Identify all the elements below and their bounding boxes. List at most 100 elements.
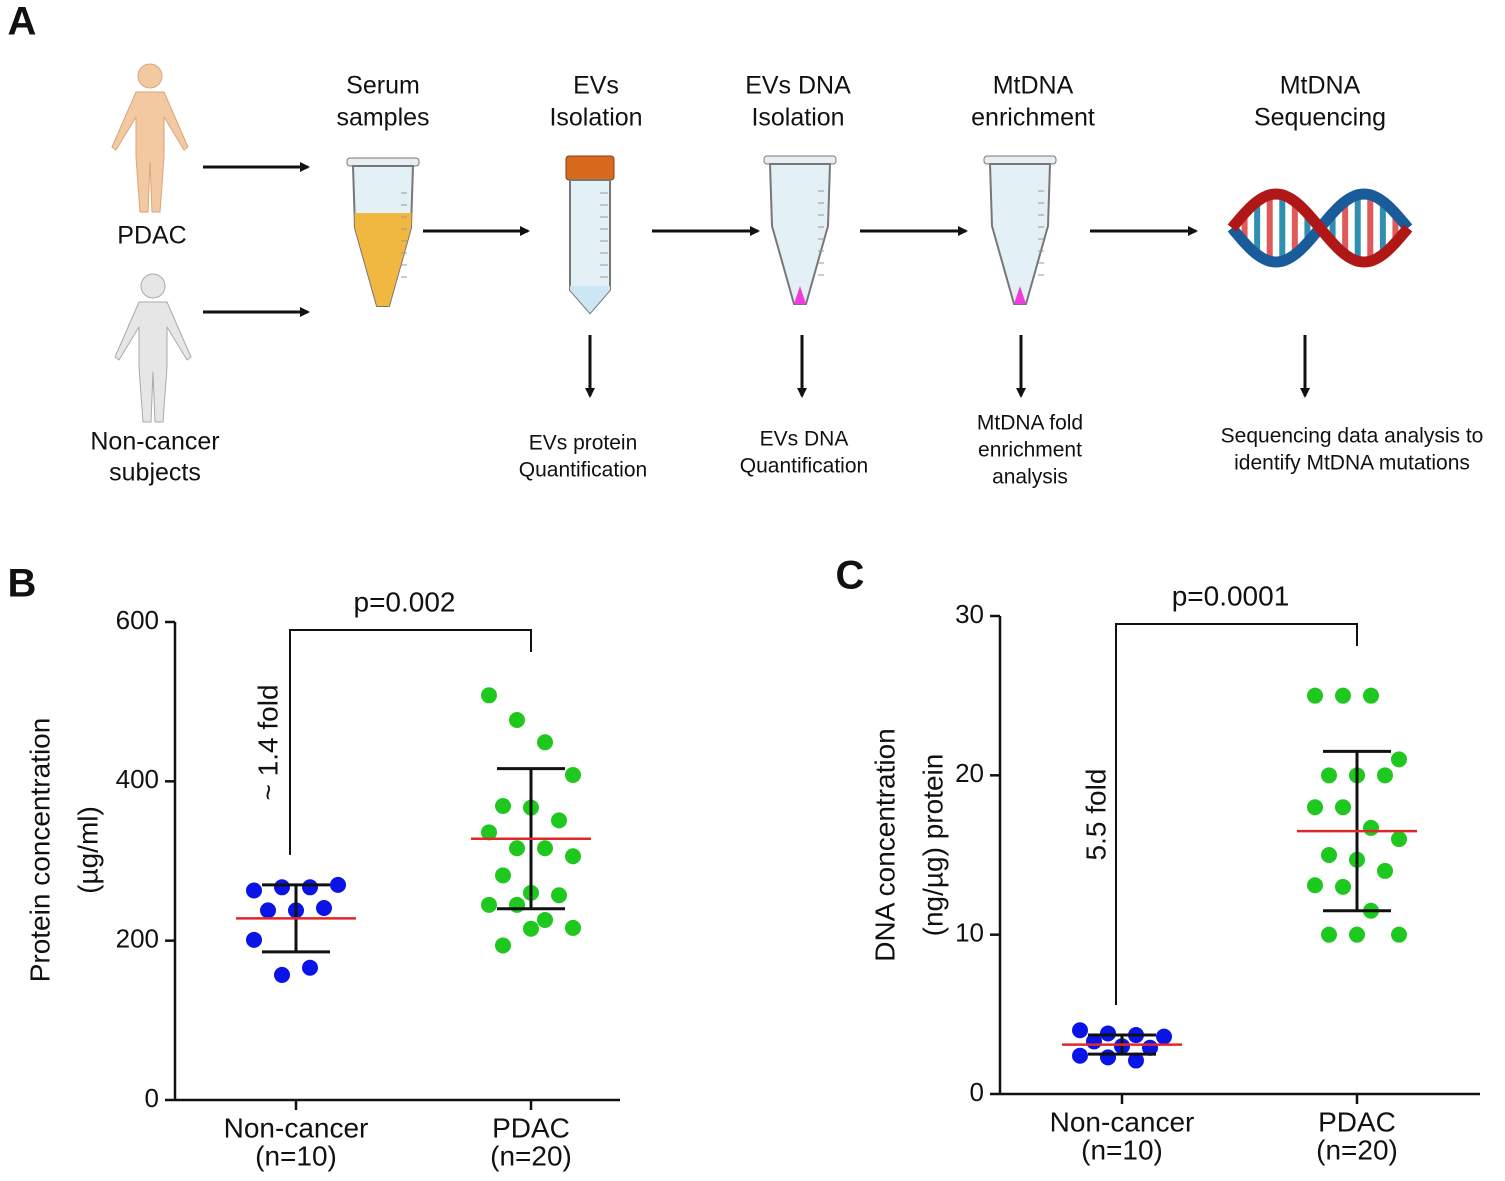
x-tick-label: PDAC [1318,1106,1396,1137]
data-point [274,966,290,983]
human-head [140,273,166,299]
data-point [1321,767,1337,784]
data-point [1377,767,1393,784]
data-point [1307,687,1323,704]
tube-icon [565,155,615,315]
data-point [1391,926,1407,943]
dna-strand [1227,188,1413,268]
step-title: MtDNA [993,72,1074,100]
tube-icon [983,155,1057,305]
x-tick-label: (n=10) [255,1140,337,1171]
data-point [1072,1022,1088,1039]
data-point [1100,1049,1116,1066]
y-tick-label: 10 [955,918,984,948]
y-axis-label: Protein concentration [24,718,55,983]
step-title: Serum [346,72,420,100]
data-point [330,876,346,893]
data-point [1363,687,1379,704]
data-point [246,931,262,948]
data-point [1335,878,1351,895]
data-point [1391,831,1407,848]
data-point [1128,1052,1144,1069]
human-body [114,301,192,423]
tube-icon [346,157,420,307]
y-axis-label: (ng/µg) protein [917,754,948,937]
data-point [302,879,318,896]
data-point [1072,1047,1088,1064]
tube-rim [763,155,837,165]
data-point [1100,1025,1116,1042]
step-output: MtDNA fold [977,412,1083,435]
tube-liquid [1008,286,1032,304]
significance-bracket [1115,623,1358,1006]
fold-label: 5.5 fold [1080,769,1111,861]
step-output: enrichment [978,439,1082,462]
y-tick-label: 400 [116,764,159,794]
tube-body [988,163,1052,305]
data-point [565,766,581,783]
data-point [565,848,581,865]
data-point [523,920,539,937]
p-value: p=0.002 [354,586,456,617]
data-point [551,812,567,829]
y-tick-label: 30 [955,599,984,629]
data-point [1321,847,1337,863]
data-point [1335,687,1351,704]
tube-liquid [570,286,610,313]
y-tick-label: 600 [116,605,159,635]
x-tick-label: (n=20) [490,1140,572,1171]
panel-label: C [836,554,865,598]
x-tick-label: (n=20) [1316,1134,1398,1165]
data-point [1377,862,1393,879]
data-point [1391,751,1407,768]
data-point [1307,799,1323,816]
human-body [111,91,189,213]
dna-icon [1227,188,1413,268]
data-point [1349,926,1365,943]
tube-liquid [354,213,412,306]
panel-label: A [8,0,37,44]
step-output: Quantification [519,459,647,482]
data-point [495,867,511,884]
x-tick-label: Non-cancer [1050,1106,1195,1137]
step-title: Sequencing [1254,104,1386,132]
panel-label: B [8,562,37,606]
human-head [137,63,163,89]
tube-body [768,163,832,305]
data-point [481,687,497,704]
tube-liquid [788,286,812,304]
tube-cap [565,155,615,181]
y-axis-label: DNA concentration [869,728,900,961]
data-point [509,711,525,728]
step-title: enrichment [971,104,1095,132]
data-point [565,919,581,936]
data-point [537,911,553,928]
tube-icon [763,155,837,305]
step-output: analysis [992,466,1068,489]
human-icon [111,63,189,213]
step-title: Isolation [549,104,642,132]
step-title: samples [336,104,429,132]
subject-label: Non-cancer [90,428,219,456]
significance-bracket [289,629,532,855]
data-point [509,896,525,913]
y-tick-label: 0 [145,1083,159,1113]
x-tick-label: Non-cancer [224,1112,369,1143]
step-output: EVs DNA [760,428,849,451]
data-point [551,887,567,904]
p-value: p=0.0001 [1172,580,1290,611]
data-point [495,798,511,815]
y-tick-label: 20 [955,758,984,788]
step-title: MtDNA [1280,72,1361,100]
data-point [537,734,553,751]
data-point [481,896,497,913]
y-tick-label: 200 [116,924,159,954]
fold-label: ~ 1.4 fold [252,684,283,800]
subject-label: subjects [109,459,201,487]
data-point [509,840,525,857]
data-point [274,879,290,896]
x-tick-label: (n=10) [1081,1134,1163,1165]
step-output: EVs protein [529,432,638,455]
tube-rim [346,157,420,167]
